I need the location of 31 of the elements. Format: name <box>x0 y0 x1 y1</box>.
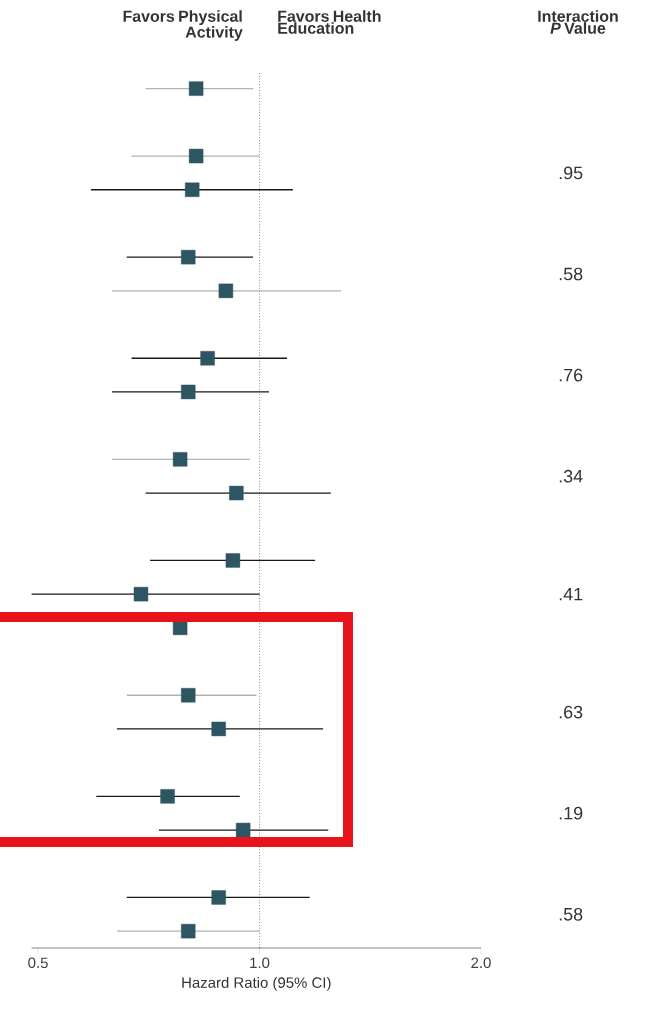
point <box>181 249 196 265</box>
point <box>181 923 196 939</box>
point <box>188 148 204 164</box>
point <box>181 384 196 400</box>
text: .63 <box>559 705 583 719</box>
text: .41 <box>559 587 583 601</box>
point <box>188 81 204 96</box>
text: Favors Physical Activity <box>123 10 243 41</box>
text: .34 <box>559 469 583 483</box>
point <box>185 182 200 197</box>
x-axis-title: Hazard Ratio (95% CI) <box>182 976 331 991</box>
text: .58 <box>559 907 583 921</box>
point <box>211 721 226 737</box>
point <box>225 553 241 568</box>
text: .76 <box>559 368 583 382</box>
point <box>211 890 226 905</box>
point <box>200 351 215 366</box>
text: .19 <box>559 806 583 820</box>
x-tick-label: 2.0 <box>471 957 491 969</box>
text: Favors Health Education <box>278 10 381 34</box>
point <box>181 688 196 703</box>
text: .58 <box>559 267 583 281</box>
point <box>172 620 188 636</box>
point <box>172 452 188 467</box>
x-tick-label: 1.0 <box>250 957 270 969</box>
point <box>235 822 251 838</box>
text: Interaction P Value <box>538 10 618 34</box>
point <box>229 485 244 501</box>
text: .95 <box>559 166 583 180</box>
x-tick-label: 0.5 <box>28 957 48 969</box>
point <box>218 283 234 299</box>
